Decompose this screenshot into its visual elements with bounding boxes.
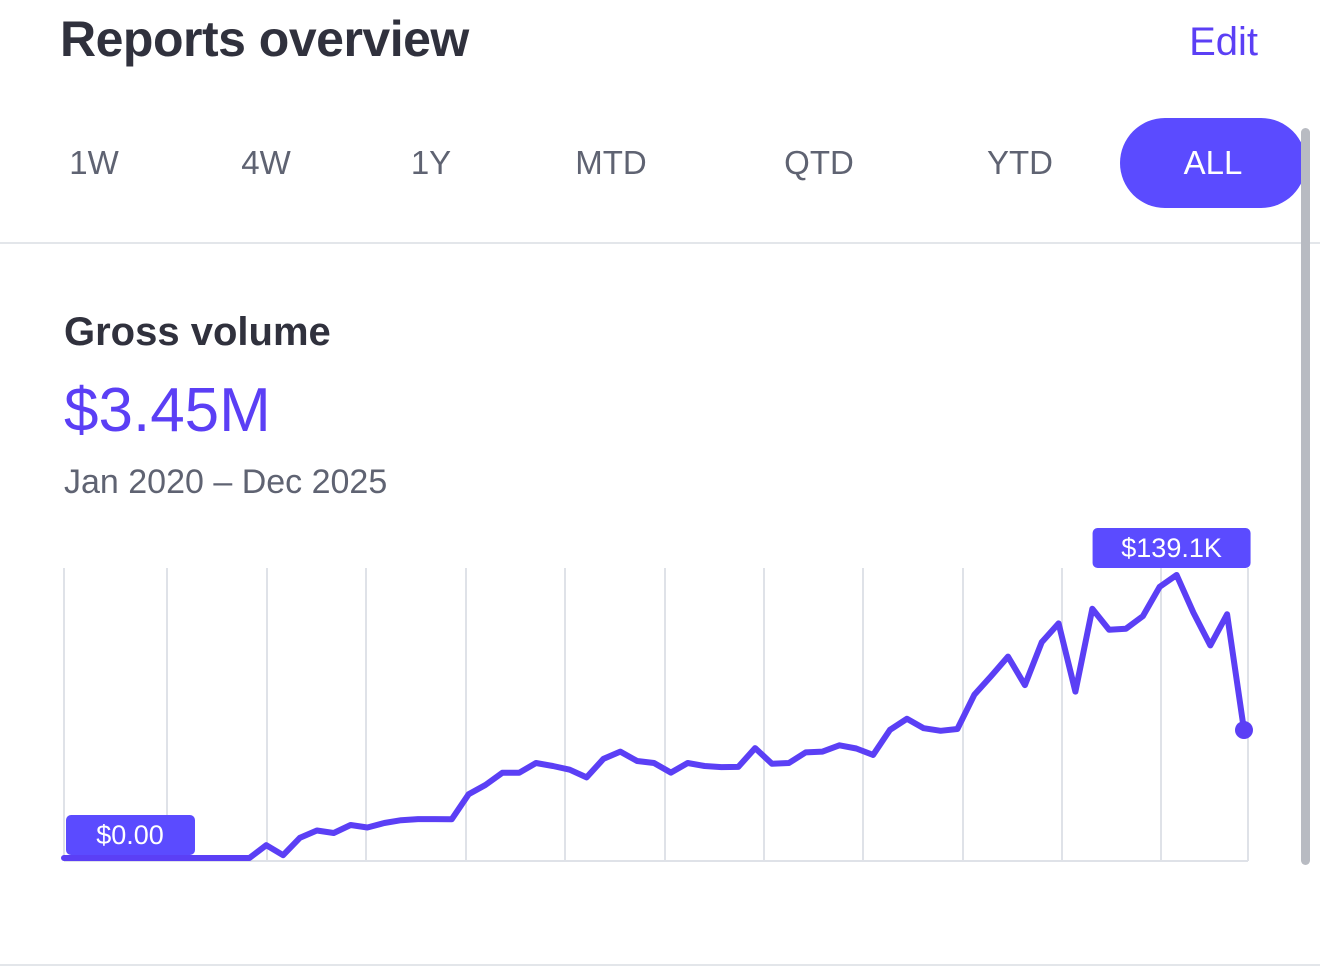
tab-4w[interactable]: 4W <box>241 144 291 181</box>
chart-end-point <box>1235 721 1253 740</box>
page-title: Reports overview <box>60 11 469 67</box>
metric-value: $3.45M <box>64 376 271 445</box>
tab-mtd[interactable]: MTD <box>575 144 647 181</box>
tab-1y[interactable]: 1Y <box>410 144 452 181</box>
header-divider <box>0 242 1320 244</box>
tab-1w[interactable]: 1W <box>69 144 119 181</box>
date-range: Jan 2020 – Dec 2025 <box>64 463 388 501</box>
metric-label: Gross volume <box>64 310 331 354</box>
min-value-label: $0.00 <box>96 820 164 850</box>
min-value-badge: $0.00 <box>66 815 195 855</box>
edit-button[interactable]: Edit <box>1189 20 1258 64</box>
scrollbar[interactable] <box>1301 128 1310 865</box>
tab-all[interactable]: ALL <box>1120 118 1306 208</box>
max-value-badge: $139.1K <box>1092 528 1251 568</box>
period-tabs: 1W 4W 1Y MTD QTD YTD ALL <box>0 118 1310 210</box>
max-value-label: $139.1K <box>1121 533 1222 563</box>
tab-qtd[interactable]: QTD <box>784 144 854 181</box>
chart-series-line <box>61 572 1247 861</box>
chart-gridlines <box>63 568 1249 861</box>
footer-divider <box>0 964 1320 966</box>
tab-ytd[interactable]: YTD <box>987 144 1053 181</box>
